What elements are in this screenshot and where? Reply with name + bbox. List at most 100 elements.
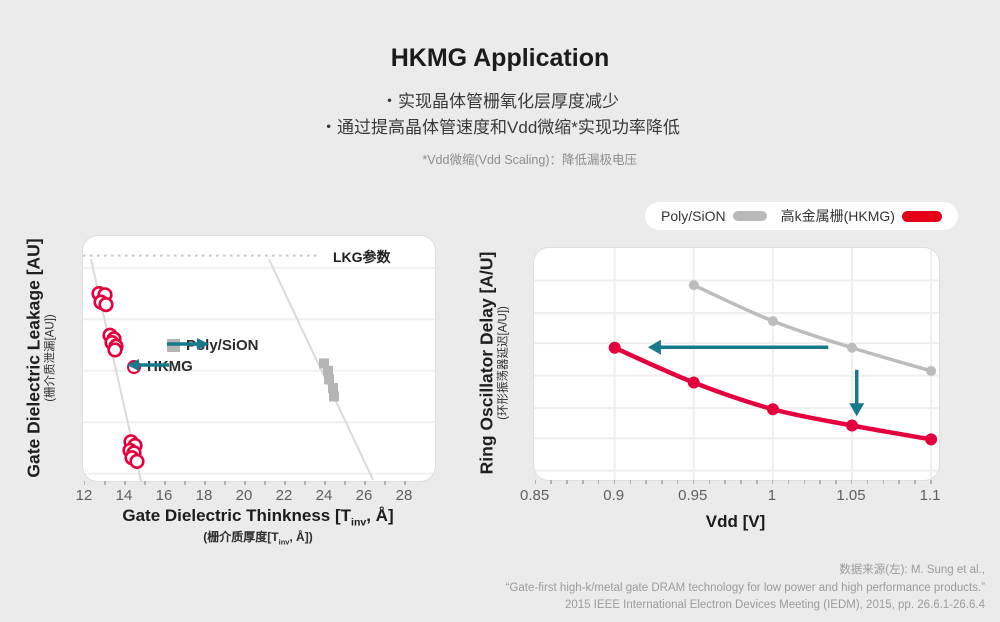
x-axis-tick-label: 20 [235,487,253,504]
poly-sion-point [319,358,329,369]
x-axis-tick [204,481,206,485]
x-axis-tick-label: 26 [355,487,373,504]
x-axis-tick [104,481,106,485]
x-axis-tick [914,480,916,484]
source-citation: 数据来源(左): M. Sung et al., “Gate-first hig… [505,564,985,611]
inplot-legend-hkmg: HKMG [127,358,193,375]
x-axis-tick [708,480,711,484]
x-axis-tick-label: 1 [767,487,777,504]
right-chart-x-tick-labels: 0.85 0.9 0.95 1 1.05 1.1 [520,487,941,504]
x-axis-tick-label: 18 [195,487,213,504]
x-axis-tick-label: 22 [275,487,293,504]
right-chart-x-ticks [533,480,938,485]
x-axis-tick [882,480,885,484]
hkmg-point [98,296,114,313]
poly-sion-point [324,374,334,385]
inplot-legend-poly-sion: Poly/SiON [167,337,259,354]
right-chart-plot-area [533,247,940,481]
x-axis-tick [404,481,406,485]
x-axis-tick [124,481,126,485]
x-axis-tick [756,480,758,484]
bullet-item: ・实现晶体管栅氧化层厚度减少 [381,92,619,111]
x-axis-tick-label: 0.85 [519,487,550,504]
x-axis-tick [850,480,853,484]
x-axis-tick [597,480,600,484]
series-point [767,316,778,327]
y-axis-label-text: Ring Oscillator Delay [A/U] (环形振荡器延迟[A/U… [476,251,509,475]
x-axis-tick [819,480,821,484]
series-line [692,283,933,373]
x-axis-tick-label: 24 [315,487,333,504]
y-axis-label-text: Gate Dielectric Leakage [AU] (栅介质泄漏[AU]) [24,237,58,478]
left-chart-y-axis-label: Gate Dielectric Leakage [AU] (栅介质泄漏[AU]) [4,235,78,480]
poly-sion-point [328,382,338,393]
x-axis-tick [566,480,568,484]
x-axis-tick-label: 14 [115,487,133,504]
x-axis-tick-label: 1.1 [919,487,941,504]
hkmg-point [129,453,145,469]
series-point [845,419,858,432]
red-pill-swatch [901,210,942,222]
series-point [846,342,857,353]
x-axis-tick [364,481,366,485]
x-axis-tick [224,481,226,485]
arrow-head [647,339,661,355]
poly-sion-point [329,391,339,402]
x-axis-tick [835,480,837,484]
x-axis-tick [582,480,584,484]
x-axis-tick-label: 28 [395,487,413,504]
poly-sion-point [323,365,333,376]
x-axis-tick [144,481,146,485]
left-chart-x-ticks [82,481,434,486]
page-title: HKMG Application [390,44,610,72]
legend-item-hkmg: 高k金属栅(HKMG) [781,206,942,226]
series-point [608,341,621,354]
x-axis-tick [83,481,86,485]
right-chart-x-axis-label: Vdd [V] [705,512,766,531]
right-chart-y-axis-label: Ring Oscillator Delay [A/U] (环形振荡器延迟[A/U… [456,247,530,479]
series-point [687,376,700,389]
x-axis-tick [661,480,663,484]
left-chart-canvas [83,254,435,481]
x-axis-tick [534,480,537,484]
x-axis-tick [866,480,869,484]
arrow-right-icon [167,338,209,350]
left-chart-x-axis-label-cn: (栅介质厚度[Tinv, Å]) [203,530,313,547]
x-axis-tick [284,481,286,485]
x-axis-tick-label: 16 [155,487,173,504]
footnote: *Vdd微缩(Vdd Scaling)：降低漏极电压 [422,153,637,167]
x-axis-tick [304,481,306,485]
x-axis-tick [930,480,932,484]
arrow-head [849,403,865,417]
bullet-list: ・实现晶体管栅氧化层厚度减少 ・通过提高晶体管速度和Vdd微缩*实现功率降低 [0,89,1000,141]
x-axis-tick [898,480,900,484]
x-axis-tick [692,480,695,484]
x-axis-tick-label: 1.05 [836,487,866,504]
x-axis-tick [629,480,631,484]
x-axis-tick [384,481,386,485]
inplot-legend-label: Poly/SiON [186,337,259,354]
x-axis-tick-label: 0.9 [603,487,625,504]
x-axis-tick [324,481,326,485]
x-axis-tick [724,480,726,484]
legend-label: 高k金属栅(HKMG) [780,208,895,224]
legend-label: Poly/SiON [661,208,726,224]
series-point [926,365,937,376]
x-axis-tick [184,481,186,485]
series-point [766,403,779,416]
x-axis-tick [676,480,679,484]
x-axis-tick [550,480,552,484]
arrow-left-icon [127,359,169,371]
gray-pill-swatch [732,211,767,221]
chart-legend: Poly/SiON 高k金属栅(HKMG) [645,202,958,230]
right-chart-canvas [534,248,939,480]
series-point [688,280,699,291]
x-axis-tick [787,480,790,484]
x-axis-tick [771,480,774,484]
legend-item-poly-sion: Poly/SiON [661,208,767,224]
x-axis-tick-label: 12 [75,487,93,504]
x-axis-tick [164,481,166,485]
inplot-legend-label: HKMG [147,358,193,375]
x-axis-tick [803,480,806,484]
